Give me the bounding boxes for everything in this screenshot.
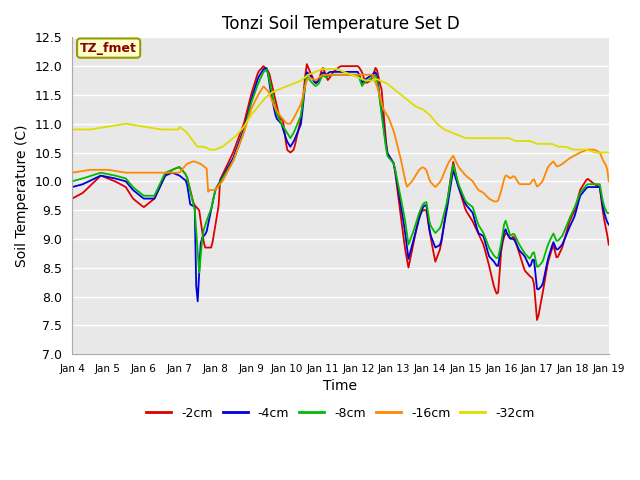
-32cm [68,127,76,132]
Text: TZ_fmet: TZ_fmet [80,42,137,55]
-4cm [257,71,264,77]
Line: -4cm: -4cm [72,68,609,301]
-32cm [134,123,141,129]
-16cm [255,91,263,96]
-16cm [319,72,327,78]
Line: -16cm: -16cm [72,75,609,202]
Line: -8cm: -8cm [72,70,609,273]
-32cm [228,136,236,142]
-2cm [305,65,312,71]
-2cm [578,184,586,190]
-32cm [605,150,612,156]
Y-axis label: Soil Temperature (C): Soil Temperature (C) [15,124,29,267]
-4cm [230,154,237,160]
-32cm [255,103,263,108]
-4cm [194,299,202,304]
-2cm [255,68,263,74]
-16cm [578,149,586,155]
-16cm [68,170,76,176]
-32cm [319,66,327,72]
-8cm [262,67,270,72]
-4cm [248,96,255,102]
-8cm [578,188,586,193]
-2cm [134,200,141,205]
-4cm [134,191,141,197]
-16cm [303,77,310,83]
-32cm [303,73,310,79]
-8cm [134,188,141,194]
-2cm [533,317,541,323]
-16cm [228,160,236,166]
-4cm [578,191,586,196]
-4cm [262,65,270,71]
Title: Tonzi Soil Temperature Set D: Tonzi Soil Temperature Set D [221,15,460,33]
-4cm [68,184,76,190]
-16cm [134,170,141,176]
-4cm [306,72,314,77]
-16cm [605,179,612,184]
-2cm [68,196,76,202]
-16cm [492,199,499,204]
-16cm [246,109,254,115]
-4cm [605,222,612,228]
-8cm [248,99,255,105]
-32cm [246,114,254,120]
Line: -32cm: -32cm [72,69,609,153]
X-axis label: Time: Time [323,379,358,394]
-8cm [605,210,612,216]
-2cm [246,96,254,102]
-2cm [228,152,236,157]
-32cm [591,150,599,156]
Line: -2cm: -2cm [72,64,609,320]
-8cm [68,179,76,184]
Legend: -2cm, -4cm, -8cm, -16cm, -32cm: -2cm, -4cm, -8cm, -16cm, -32cm [141,402,540,424]
-8cm [257,75,264,81]
-2cm [303,61,310,67]
-2cm [605,242,612,248]
-32cm [577,147,584,153]
-8cm [195,270,203,276]
-8cm [306,77,314,83]
-8cm [230,157,237,163]
